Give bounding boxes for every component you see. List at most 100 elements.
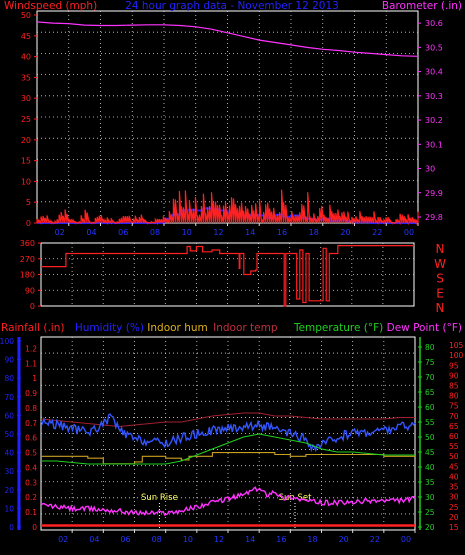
barometer-axis: 29.8 29.9 30 30.1 30.2 30.3 30.4 30.5 30.6 bbox=[418, 19, 443, 222]
sun-marker-label: Sun Rise bbox=[141, 493, 178, 503]
windspeed-tick-label: 25 bbox=[21, 115, 31, 124]
humidity-tick-label: 90 bbox=[4, 356, 14, 365]
rainfall-tick-label: 1 bbox=[32, 374, 37, 383]
temp-x-label: 16 bbox=[276, 535, 286, 544]
temperature-tick-label: 45 bbox=[425, 448, 435, 457]
temp-x-label: 20 bbox=[339, 535, 349, 544]
compass-letter: S bbox=[436, 272, 444, 286]
temperature-tick-label: 65 bbox=[425, 388, 435, 397]
temperature-tick-label: 35 bbox=[425, 478, 435, 487]
temperature-tick-label: 40 bbox=[425, 463, 435, 472]
temp-x-label: 14 bbox=[245, 535, 255, 544]
wind-barometer-panel: 0 5 10 15 20 25 30 35 40 45 50 29.8 29.9 30 30.1 30.2 3… bbox=[4, 0, 462, 237]
dew-point-tick-label: 30 bbox=[449, 493, 459, 502]
temp-x-label: 08 bbox=[152, 535, 162, 544]
rainfall-tick-label: 0.3 bbox=[25, 478, 37, 487]
temperature-tick-label: 55 bbox=[425, 418, 435, 427]
temperature-tick-label: 70 bbox=[425, 373, 435, 382]
rainfall-tick-label: 0.9 bbox=[25, 389, 37, 398]
legend-temperature: Temperature (°F) bbox=[293, 322, 383, 334]
dew-point-tick-label: 15 bbox=[449, 523, 459, 532]
temp-x-label: 00 bbox=[401, 535, 411, 544]
humidity-tick-label: 70 bbox=[4, 393, 14, 402]
wind-x-label: 06 bbox=[118, 228, 128, 237]
barometer-tick-label: 30.3 bbox=[425, 92, 443, 101]
legend-humidity: Humidity (%) bbox=[75, 322, 144, 334]
temp-x-label: 10 bbox=[183, 535, 193, 544]
temperature-tick-label: 50 bbox=[425, 433, 435, 442]
direction-tick-label: 90 bbox=[25, 286, 35, 295]
compass-letter: N bbox=[436, 301, 445, 315]
windspeed-tick-label: 0 bbox=[26, 219, 31, 228]
humidity-tick-label: 50 bbox=[4, 430, 14, 439]
wind-direction-series bbox=[41, 245, 414, 307]
temperature-tick-label: 80 bbox=[425, 343, 435, 352]
humidity-tick-label: 60 bbox=[4, 411, 14, 420]
dew-point-tick-label: 100 bbox=[449, 351, 464, 360]
wind-x-label: 12 bbox=[213, 228, 223, 237]
legend-rainfall: Rainfall (.in) bbox=[1, 322, 64, 334]
barometer-tick-label: 30.1 bbox=[425, 140, 443, 149]
temp-x-label: 04 bbox=[89, 535, 99, 544]
temp-x-label: 12 bbox=[214, 535, 224, 544]
barometer-tick-label: 30.5 bbox=[425, 43, 443, 52]
windspeed-tick-label: 40 bbox=[21, 53, 31, 62]
dew-point-tick-label: 80 bbox=[449, 392, 459, 401]
windspeed-tick-label: 35 bbox=[21, 73, 31, 82]
direction-tick-label: 360 bbox=[20, 239, 35, 248]
windspeed-tick-label: 20 bbox=[21, 136, 31, 145]
rainfall-tick-label: 0 bbox=[32, 523, 37, 532]
legend-dew-point: Dew Point (°F) bbox=[387, 322, 462, 334]
dew-point-tick-label: 55 bbox=[449, 442, 459, 451]
wind-x-label: 04 bbox=[86, 228, 96, 237]
temp-x-label: 18 bbox=[307, 535, 317, 544]
dew-point-tick-label: 20 bbox=[449, 513, 459, 522]
temperature-tick-label: 75 bbox=[425, 358, 435, 367]
rainfall-tick-label: 0.5 bbox=[25, 449, 37, 458]
compass-letter: E bbox=[436, 286, 444, 300]
windspeed-axis: 0 5 10 15 20 25 30 35 40 45 50 bbox=[21, 11, 37, 228]
dew-point-tick-label: 35 bbox=[449, 483, 459, 492]
dew-point-tick-label: 85 bbox=[449, 381, 459, 390]
dew-point-tick-label: 60 bbox=[449, 432, 459, 441]
windspeed-tick-label: 10 bbox=[21, 177, 31, 186]
wind-x-label: 14 bbox=[245, 228, 255, 237]
dew-point-tick-label: 90 bbox=[449, 371, 459, 380]
wind-x-label: 00 bbox=[404, 228, 414, 237]
legend-indoor-hum: Indoor hum bbox=[147, 322, 207, 334]
barometer-tick-label: 29.9 bbox=[425, 189, 443, 198]
temperature-axis: 20 25 30 35 40 45 50 55 60 65 70 75 80 bbox=[418, 343, 435, 532]
compass-letter: N bbox=[436, 242, 445, 256]
direction-tick-label: 180 bbox=[20, 271, 35, 280]
dew-point-tick-label: 75 bbox=[449, 402, 459, 411]
humidity-tick-label: 40 bbox=[4, 449, 14, 458]
direction-line bbox=[41, 245, 414, 307]
windspeed-tick-label: 50 bbox=[21, 11, 31, 20]
barometer-line bbox=[36, 21, 419, 57]
rainfall-tick-label: 0.8 bbox=[25, 404, 37, 413]
barometer-tick-label: 30 bbox=[425, 165, 435, 174]
rainfall-tick-label: 0.7 bbox=[25, 419, 37, 428]
dew-point-tick-label: 50 bbox=[449, 452, 459, 461]
dew-point-tick-label: 45 bbox=[449, 462, 459, 471]
barometer-tick-label: 29.8 bbox=[425, 213, 443, 222]
wind-barometer-x-axis: 02 04 06 08 10 12 14 16 18 20 22 00 bbox=[55, 223, 419, 237]
temperature-line bbox=[41, 433, 415, 465]
legend-indoor-temp: Indoor temp bbox=[213, 322, 278, 334]
dew-point-line bbox=[40, 486, 416, 516]
barometer-tick-label: 30.2 bbox=[425, 116, 443, 125]
barometer-tick-label: 30.6 bbox=[425, 19, 443, 28]
windspeed-tick-label: 45 bbox=[21, 32, 31, 41]
windspeed-tick-label: 5 bbox=[26, 198, 31, 207]
wind-gust-line bbox=[36, 189, 419, 226]
direction-tick-label: 270 bbox=[20, 255, 35, 264]
temp-x-label: 06 bbox=[120, 535, 130, 544]
humidity-tick-label: 100 bbox=[0, 337, 14, 346]
temp-x-label: 22 bbox=[370, 535, 380, 544]
dew-point-tick-label: 105 bbox=[449, 341, 464, 350]
